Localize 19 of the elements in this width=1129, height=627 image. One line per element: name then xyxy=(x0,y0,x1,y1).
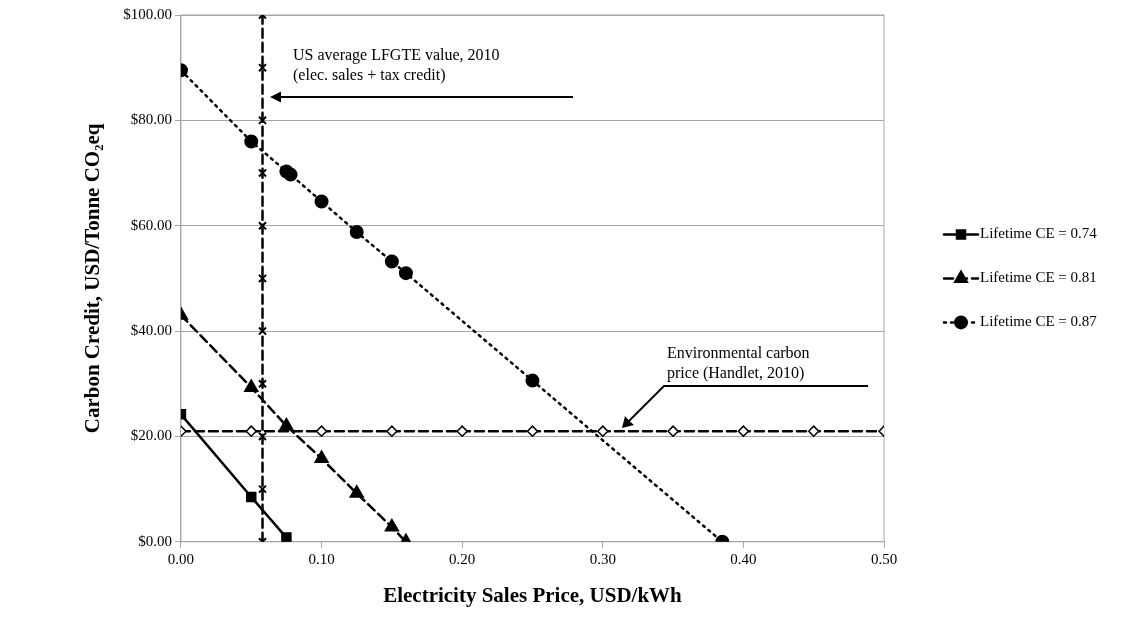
x-tick-label: 0.30 xyxy=(589,550,616,567)
x-axis-title: Electricity Sales Price, USD/kWh xyxy=(383,582,683,607)
annotation: US average LFGTE value, 2010 (elec. sales + tax credit) xyxy=(293,46,500,84)
y-tick-label: $60.00 xyxy=(130,216,172,233)
y-tick-label: $20.00 xyxy=(130,427,172,444)
legend-label: Lifetime CE = 0.87 xyxy=(980,313,1098,330)
x-tick-label: 0.10 xyxy=(308,550,335,567)
legend-label: Lifetime CE = 0.74 xyxy=(980,225,1098,242)
y-tick-label: $0.00 xyxy=(138,532,172,549)
y-axis-title: Carbon Credit, USD/Tonne CO₂eq xyxy=(80,123,105,434)
legend-label: Lifetime CE = 0.81 xyxy=(980,269,1097,286)
x-tick-label: 0.00 xyxy=(167,550,195,567)
y-tick-label: $40.00 xyxy=(130,322,172,339)
annotation: Environmental carbon price (Handlet, 2010) xyxy=(667,344,810,382)
y-tick-label: $100.00 xyxy=(123,5,172,22)
y-tick-label: $80.00 xyxy=(130,111,172,128)
x-tick-label: 0.40 xyxy=(730,550,757,567)
x-tick-label: 0.50 xyxy=(870,550,898,567)
x-tick-label: 0.20 xyxy=(449,550,476,567)
